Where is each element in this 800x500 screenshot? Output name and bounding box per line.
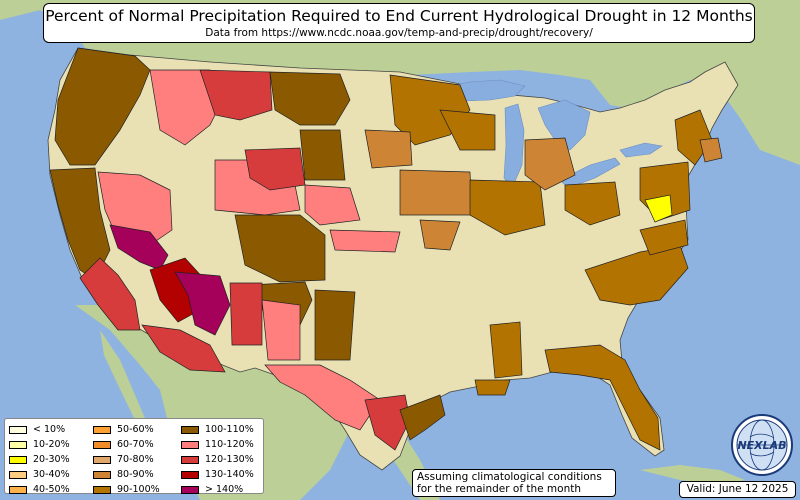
drought-region [304,184,361,226]
drought-region [364,129,413,169]
drought-region [439,109,496,151]
legend-label: 80-90% [117,469,154,480]
legend-swatch [181,425,199,434]
drought-region [699,137,723,163]
drought-region [141,324,226,373]
legend-label: < 10% [33,424,66,435]
legend-item: 40-50% [9,482,70,497]
map-title: Percent of Normal Precipitation Required… [45,7,753,25]
drought-regions [49,47,723,451]
note-line-1: Assuming climatological conditions [417,471,602,483]
drought-region [299,129,346,181]
legend-item: 10-20% [9,437,70,452]
legend-item: 110-120% [181,437,254,452]
lake-michigan [503,103,525,189]
drought-region [314,289,356,361]
legend-item: 120-130% [181,452,254,467]
drought-region [234,214,326,283]
drought-region [329,229,401,253]
legend-label: 90-100% [117,484,160,495]
logo-text: NEXLAB [737,439,786,452]
legend-item: 70-80% [93,452,160,467]
legend-swatch [93,425,111,434]
legend-item: > 140% [181,482,254,497]
legend-column-3: 100-110% 110-120% 120-130% 130-140% > 140% [181,422,254,497]
legend-swatch [9,485,27,494]
drought-region [199,69,273,121]
legend: < 10% 10-20% 20-30% 30-40% 40-50% 50-60% 60-7… [4,418,264,497]
legend-label: 20-30% [33,454,70,465]
legend-swatch [181,455,199,464]
legend-swatch [9,470,27,479]
nexlab-globe-logo: NEXLAB [731,414,793,476]
legend-label: > 140% [205,484,244,495]
drought-region [399,394,446,441]
legend-label: 100-110% [205,424,254,435]
title-box: Percent of Normal Precipitation Required… [43,3,755,43]
legend-item: 80-90% [93,467,160,482]
drought-region [364,394,411,451]
drought-region [399,169,473,216]
drought-region [261,299,301,361]
legend-swatch [181,440,199,449]
legend-item: < 10% [9,422,70,437]
legend-label: 70-80% [117,454,154,465]
legend-item: 100-110% [181,422,254,437]
drought-region [584,244,689,306]
legend-column-1: < 10% 10-20% 20-30% 30-40% 40-50% [9,422,70,497]
drought-region [54,47,151,166]
drought-region [489,321,523,379]
legend-column-2: 50-60% 60-70% 70-80% 80-90% 90-100% [93,422,160,497]
lake-ontario [619,142,663,158]
legend-label: 50-60% [117,424,154,435]
drought-region [524,137,576,191]
legend-swatch [9,440,27,449]
legend-swatch [93,455,111,464]
cuba-island [640,465,745,485]
legend-label: 10-20% [33,439,70,450]
legend-label: 60-70% [117,439,154,450]
legend-label: 130-140% [205,469,254,480]
legend-label: 30-40% [33,469,70,480]
drought-region [644,194,673,223]
map-subtitle: Data from https://www.ncdc.noaa.gov/temp… [205,27,593,39]
drought-region [474,379,511,396]
drought-region [564,181,621,226]
legend-swatch [181,470,199,479]
drought-region [244,147,306,191]
note-box: Assuming climatological conditions for t… [412,469,616,497]
legend-item: 130-140% [181,467,254,482]
drought-region [469,179,546,236]
legend-swatch [93,440,111,449]
legend-swatch [9,455,27,464]
legend-label: 120-130% [205,454,254,465]
legend-item: 20-30% [9,452,70,467]
legend-swatch [93,485,111,494]
drought-region [544,344,661,451]
legend-item: 90-100% [93,482,160,497]
drought-region [174,271,231,336]
legend-label: 110-120% [205,439,254,450]
drought-region [269,71,351,126]
drought-region [419,219,461,251]
valid-date: Valid: June 12 2025 [679,481,796,498]
legend-item: 50-60% [93,422,160,437]
legend-item: 30-40% [9,467,70,482]
legend-swatch [9,425,27,434]
drought-region [639,219,689,256]
legend-swatch [93,470,111,479]
drought-region [264,364,381,431]
legend-swatch [181,485,199,494]
drought-region [229,282,263,346]
note-line-2: for the remainder of the month [417,483,582,495]
legend-label: 40-50% [33,484,70,495]
legend-item: 60-70% [93,437,160,452]
lake-huron [537,99,591,151]
drought-region [79,257,141,331]
